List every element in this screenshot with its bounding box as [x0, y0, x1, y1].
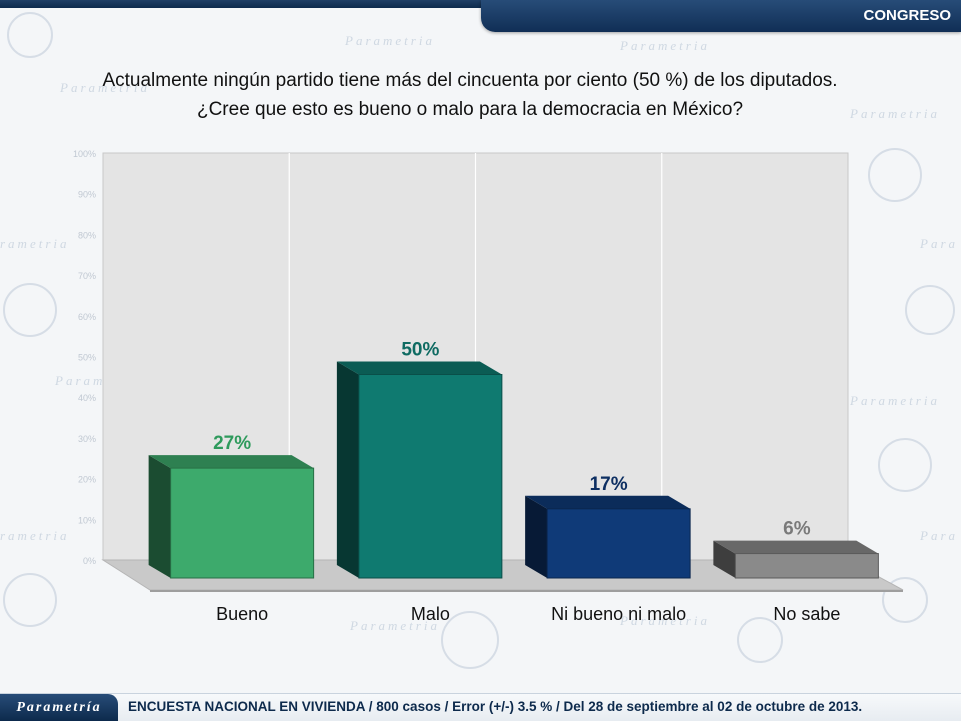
bar-ni-bueno-ni-malo	[546, 508, 691, 579]
bar-bueno	[170, 467, 315, 579]
bar-no-sabe-side	[713, 540, 736, 578]
bar-bueno-side	[148, 455, 171, 578]
value-label-bueno: 27%	[213, 433, 251, 454]
bar-malo	[358, 374, 503, 579]
svg-text:Para: Para	[919, 528, 958, 543]
bar-no-sabe	[734, 553, 879, 579]
bar-ni-bueno-ni-malo-side	[525, 495, 548, 578]
y-tick-label: 100%	[73, 149, 96, 159]
y-tick-label: 90%	[78, 190, 96, 200]
y-tick-label: 0%	[83, 556, 96, 566]
bar-malo-top	[336, 361, 502, 375]
svg-text:Parametria: Parametria	[349, 618, 440, 633]
y-tick-label: 30%	[78, 434, 96, 444]
svg-text:rametria: rametria	[0, 528, 70, 543]
footer-bar: Parametría ENCUESTA NACIONAL EN VIVIENDA…	[0, 693, 961, 721]
footer-note: ENCUESTA NACIONAL EN VIVIENDA / 800 caso…	[128, 699, 863, 714]
category-label-no-sabe: No sabe	[773, 604, 840, 624]
question-text: Actualmente ningún partido tiene más del…	[40, 66, 900, 124]
bar-malo-side	[336, 361, 359, 578]
header-tab: CONGRESO	[481, 0, 961, 32]
question-line-2: ¿Cree que esto es bueno o malo para la d…	[196, 99, 744, 120]
svg-text:rametria: rametria	[0, 236, 70, 251]
top-bar	[0, 0, 961, 8]
y-tick-label: 10%	[78, 515, 96, 525]
bar-bueno-top	[148, 455, 314, 469]
bar-ni-bueno-ni-malo-top	[525, 495, 691, 509]
y-tick-label: 50%	[78, 353, 96, 363]
svg-text:Parametria: Parametria	[59, 80, 150, 95]
value-label-ni-bueno-ni-malo: 17%	[590, 474, 628, 495]
chart-floor-edge	[150, 590, 903, 592]
y-tick-label: 60%	[78, 312, 96, 322]
svg-text:Parametria: Parametria	[849, 393, 940, 408]
category-label-ni-bueno-ni-malo: Ni bueno ni malo	[551, 604, 686, 624]
svg-text:Parametria: Parametria	[619, 38, 710, 53]
value-label-malo: 50%	[401, 340, 439, 361]
svg-text:Parametria: Parametria	[849, 106, 940, 121]
y-tick-label: 70%	[78, 271, 96, 281]
section-label: CONGRESO	[863, 7, 951, 24]
y-tick-label: 80%	[78, 230, 96, 240]
y-tick-label: 40%	[78, 393, 96, 403]
svg-text:Parametria: Parametria	[619, 613, 710, 628]
question-line-1: Actualmente ningún partido tiene más del…	[102, 70, 838, 91]
category-label-bueno: Bueno	[216, 604, 268, 624]
svg-text:Parametria: Parametria	[344, 33, 435, 48]
y-tick-label: 20%	[78, 475, 96, 485]
value-label-no-sabe: 6%	[783, 519, 811, 540]
parametria-logo: Parametría	[0, 694, 118, 721]
svg-text:Para: Para	[919, 236, 958, 251]
bar-no-sabe-top	[713, 540, 879, 554]
category-label-malo: Malo	[411, 604, 450, 624]
